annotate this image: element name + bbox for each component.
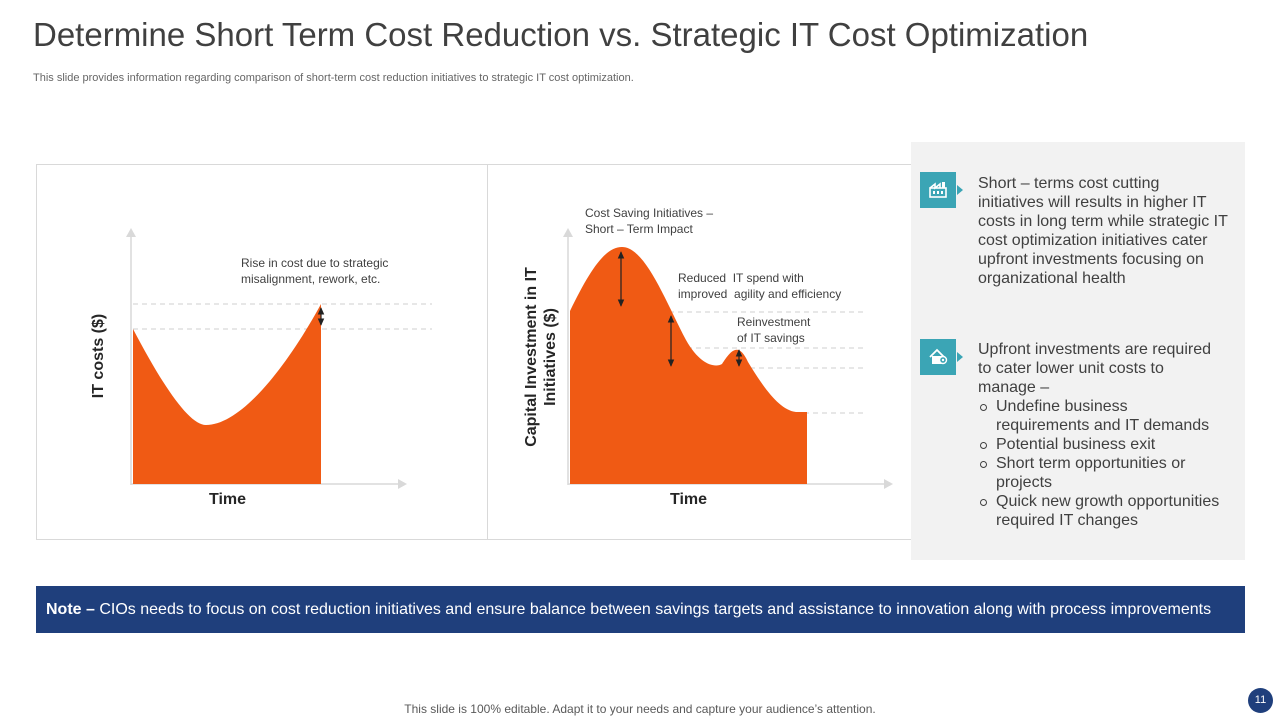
slide-subtitle: This slide provides information regardin…: [33, 72, 634, 84]
charts-divider: [487, 164, 488, 540]
note-label: Note –: [46, 601, 95, 618]
right-investment-area: [570, 247, 807, 484]
left-cost-area: [133, 304, 321, 484]
right-chart: [563, 228, 893, 489]
note-text: CIOs needs to focus on cost reduction in…: [94, 601, 1212, 618]
block1-pointer: [957, 185, 963, 195]
right-x-label: Time: [670, 491, 708, 508]
left-chart: [126, 228, 432, 489]
info-panel: [911, 142, 1245, 560]
left-y-axis-arrow: [126, 228, 136, 237]
list-item: Short term opportunities or projects: [978, 454, 1186, 492]
right-x-axis-arrow: [884, 479, 893, 489]
note-bar: Note – CIOs needs to focus on cost reduc…: [36, 586, 1245, 633]
list-item: Quick new growth opportunities required …: [978, 492, 1226, 530]
list-item: Undefine business requirements and IT de…: [978, 397, 1211, 435]
left-x-label: Time: [209, 491, 247, 508]
right-cost-saving-annotation: Cost Saving Initiatives – Short – Term I…: [585, 206, 714, 236]
page-number-badge: 11: [1248, 688, 1273, 713]
left-y-label: IT costs ($): [90, 313, 107, 399]
panel-block2: Upfront investments are required to cate…: [978, 340, 1228, 530]
home-location-icon: [920, 339, 956, 375]
panel-block2-list: Undefine business requirements and IT de…: [978, 397, 1228, 530]
list-item: Potential business exit: [978, 435, 1228, 454]
left-rise-annotation: Rise in cost due to strategic misalignme…: [241, 256, 389, 286]
slide-title: Determine Short Term Cost Reduction vs. …: [33, 16, 1089, 53]
panel-block2-intro: Upfront investments are required to cate…: [978, 341, 1211, 396]
left-x-axis-arrow: [398, 479, 407, 489]
right-reduced-spend-annotation: Reduced IT spend with improved agility a…: [678, 271, 842, 301]
panel-block1-text: Short – terms cost cutting initiatives w…: [978, 175, 1228, 287]
right-y-label: Capital Investment in IT Initiatives ($): [523, 267, 559, 447]
right-y-axis-arrow: [563, 228, 573, 237]
right-reinvestment-annotation: Reinvestment of IT savings: [737, 315, 811, 345]
factory-icon: [920, 172, 956, 208]
block2-pointer: [957, 352, 963, 362]
charts-graphics: [126, 228, 893, 489]
footer-text: This slide is 100% editable. Adapt it to…: [404, 702, 876, 716]
